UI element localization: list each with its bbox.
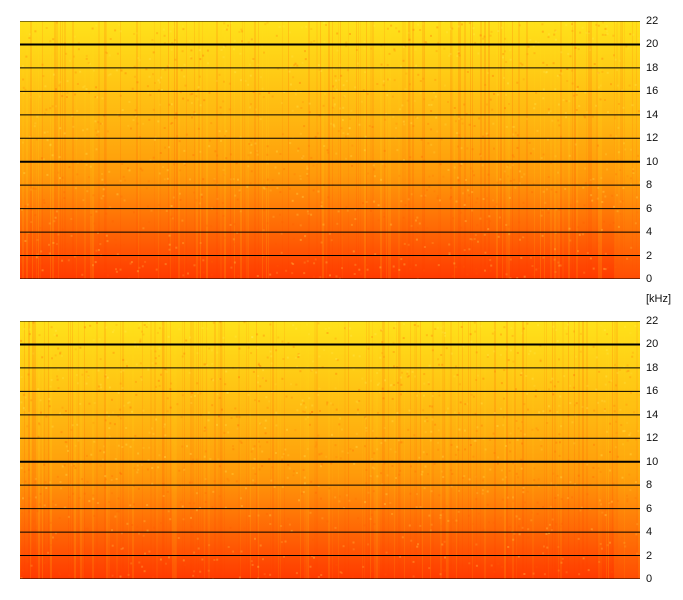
spectrogram-bottom <box>20 321 640 579</box>
frequency-axis-bottom: 0 2 4 6 8 10 12 14 16 18 20 22 <box>642 315 680 585</box>
y-tick-label: 14 <box>646 408 659 421</box>
y-tick-label: 16 <box>646 385 659 398</box>
spectrogram-top-plot <box>20 21 640 279</box>
spectrogram-bottom-plot <box>20 321 640 579</box>
spectrogram-intensity <box>20 321 640 579</box>
y-tick-label: 12 <box>646 132 659 145</box>
y-tick-label: 12 <box>646 432 659 445</box>
y-tick-label: 20 <box>646 38 659 51</box>
spectrogram-texture <box>22 21 637 279</box>
y-tick-label: 18 <box>646 361 659 374</box>
spectrogram-intensity <box>20 21 640 279</box>
y-tick-label: 8 <box>646 179 653 192</box>
y-tick-label: 10 <box>646 455 659 468</box>
y-tick-label: 0 <box>646 573 653 585</box>
y-tick-label: 18 <box>646 61 659 74</box>
spectrogram-texture <box>20 321 640 579</box>
y-tick-label: 4 <box>646 526 653 539</box>
y-tick-label: 6 <box>646 202 653 215</box>
spectrogram-noise <box>20 21 640 279</box>
y-tick-label: 22 <box>646 15 659 27</box>
y-tick-label: 16 <box>646 85 659 98</box>
y-tick-label: 10 <box>646 155 659 168</box>
frequency-unit-label: [kHz] <box>646 293 672 305</box>
y-tick-label: 4 <box>646 226 653 239</box>
y-tick-label: 8 <box>646 479 653 492</box>
spectrogram-edge <box>614 21 640 279</box>
y-tick-label: 2 <box>646 549 653 562</box>
spectrogram-top <box>20 21 640 279</box>
y-tick-label: 14 <box>646 108 659 121</box>
spectrogram-edge <box>614 321 640 579</box>
y-tick-label: 0 <box>646 273 653 285</box>
frequency-axis-top: 0 2 4 6 8 10 12 14 16 18 20 22 <box>642 15 680 285</box>
y-tick-label: 22 <box>646 315 659 327</box>
spectrogram-noise <box>20 321 640 579</box>
y-tick-label: 2 <box>646 249 653 262</box>
y-tick-label: 6 <box>646 502 653 515</box>
y-tick-label: 20 <box>646 338 659 351</box>
